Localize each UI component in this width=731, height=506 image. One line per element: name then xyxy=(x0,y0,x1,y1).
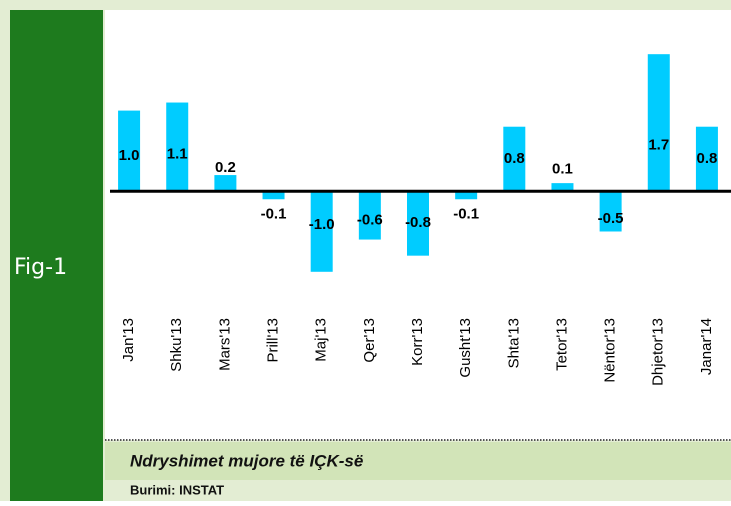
x-tick-label: Nëntor'13 xyxy=(602,318,619,383)
x-tick-label: Shta'13 xyxy=(505,318,522,368)
x-tick-label: Mars'13 xyxy=(216,318,233,371)
bar xyxy=(166,102,189,192)
x-tick-label: Tetor'13 xyxy=(553,318,570,371)
bar xyxy=(695,126,718,192)
bar xyxy=(214,175,237,192)
bar xyxy=(407,191,429,256)
x-tick-label: Prill'13 xyxy=(265,318,282,363)
bar xyxy=(118,110,141,192)
bar xyxy=(551,183,574,192)
chart-caption: Ndryshimet mujore të IÇK-së xyxy=(130,451,363,470)
data-label: -0.5 xyxy=(598,210,624,227)
x-tick-label: Qer'13 xyxy=(361,318,378,363)
data-label: 0.8 xyxy=(504,150,525,167)
data-label: 1.0 xyxy=(119,147,140,164)
figure-label: Fig-1 xyxy=(14,255,67,280)
bar xyxy=(599,191,622,232)
data-label: 0.2 xyxy=(215,159,236,176)
x-tick-label: Jan'13 xyxy=(120,318,137,362)
x-tick-label: Gusht'13 xyxy=(457,318,474,378)
x-tick-label: Janar'14 xyxy=(698,318,715,375)
x-tick-label: Korr'13 xyxy=(409,318,426,366)
x-tick-label: Dhjetor'13 xyxy=(650,318,667,386)
bar xyxy=(358,191,381,240)
data-label: -1.0 xyxy=(309,216,335,233)
data-label: 1.7 xyxy=(648,137,669,154)
bar xyxy=(310,191,333,272)
source: Burimi: INSTAT xyxy=(130,482,224,497)
data-label: -0.6 xyxy=(357,211,383,228)
data-label: 1.1 xyxy=(167,146,188,163)
caption-band xyxy=(105,442,731,480)
data-label: -0.1 xyxy=(453,205,479,222)
data-label: 0.8 xyxy=(696,150,717,167)
bar xyxy=(647,54,670,192)
data-label: -0.1 xyxy=(261,205,287,222)
bar xyxy=(262,191,285,200)
x-tick-label: Shku'13 xyxy=(168,318,185,372)
bar xyxy=(455,191,478,200)
data-label: -0.8 xyxy=(405,214,431,231)
x-tick-label: Maj'13 xyxy=(313,318,330,362)
bar xyxy=(503,126,526,192)
side-bar xyxy=(10,10,103,501)
data-label: 0.1 xyxy=(552,161,573,178)
